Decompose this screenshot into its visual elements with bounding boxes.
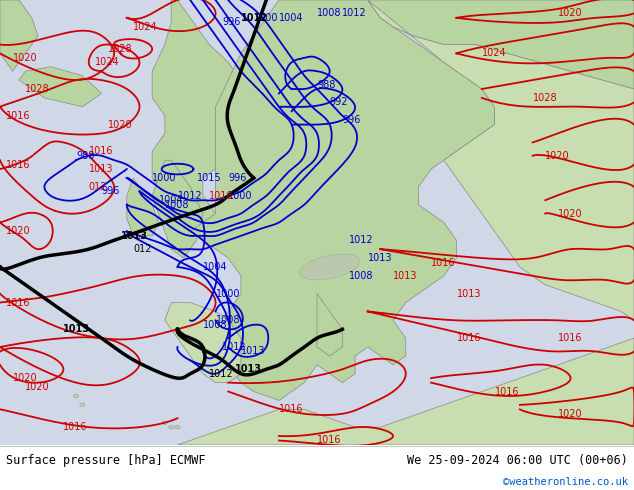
Circle shape: [74, 394, 79, 398]
Polygon shape: [165, 302, 241, 383]
Text: 1000: 1000: [216, 289, 240, 298]
Text: 988: 988: [76, 151, 94, 161]
Text: 1008: 1008: [216, 316, 240, 325]
Text: 1024: 1024: [133, 22, 158, 32]
Text: 1012: 1012: [209, 369, 234, 379]
Text: 1013: 1013: [63, 324, 91, 334]
Text: 1008: 1008: [317, 8, 342, 18]
Text: 1004: 1004: [279, 13, 304, 23]
Text: 1013: 1013: [456, 289, 481, 298]
Text: 1016: 1016: [63, 422, 88, 432]
Polygon shape: [368, 0, 634, 89]
Text: 1013: 1013: [241, 346, 266, 357]
Text: 1016: 1016: [209, 191, 234, 201]
Text: 1013: 1013: [235, 364, 262, 374]
Text: 1013: 1013: [368, 253, 392, 263]
Text: 996: 996: [222, 17, 240, 27]
Text: 1016: 1016: [6, 160, 31, 170]
Text: 012: 012: [133, 244, 152, 254]
Text: 1016: 1016: [558, 333, 583, 343]
Text: 1013: 1013: [89, 164, 113, 174]
Text: 1013: 1013: [120, 231, 148, 241]
Text: 1013: 1013: [393, 271, 418, 281]
Text: 1020: 1020: [13, 53, 37, 63]
Polygon shape: [317, 294, 342, 356]
Text: ©weatheronline.co.uk: ©weatheronline.co.uk: [503, 477, 628, 487]
Text: 1020: 1020: [108, 120, 133, 129]
Text: 1008: 1008: [165, 199, 190, 210]
Text: 1016: 1016: [279, 404, 304, 415]
Text: 1008: 1008: [349, 271, 373, 281]
Text: 012: 012: [89, 182, 107, 192]
Text: 1028: 1028: [108, 44, 133, 54]
Text: 1000: 1000: [152, 173, 177, 183]
Text: 1004: 1004: [158, 195, 183, 205]
Polygon shape: [152, 160, 203, 258]
Text: 1028: 1028: [533, 93, 557, 103]
Text: 1015: 1015: [197, 173, 221, 183]
Text: 1016: 1016: [456, 333, 481, 343]
Text: 1000: 1000: [254, 13, 278, 23]
Text: 988: 988: [317, 79, 335, 90]
Polygon shape: [127, 178, 158, 236]
Text: 1016: 1016: [431, 258, 456, 268]
Text: 1016: 1016: [6, 111, 31, 121]
Text: 1012: 1012: [241, 13, 268, 23]
Polygon shape: [152, 0, 266, 240]
Text: We 25-09-2024 06:00 UTC (00+06): We 25-09-2024 06:00 UTC (00+06): [407, 454, 628, 467]
Circle shape: [162, 421, 167, 424]
Text: 1004: 1004: [203, 262, 228, 272]
Text: 1012: 1012: [342, 8, 367, 18]
Text: 1024: 1024: [95, 57, 120, 67]
Text: 1016: 1016: [6, 297, 31, 308]
Text: 992: 992: [330, 98, 348, 107]
Polygon shape: [19, 67, 101, 107]
Text: 1016: 1016: [89, 147, 113, 156]
Text: 1020: 1020: [545, 151, 570, 161]
Text: 1020: 1020: [558, 209, 583, 219]
Polygon shape: [368, 0, 634, 320]
Text: 1020: 1020: [13, 373, 37, 383]
Text: 1012: 1012: [349, 235, 373, 245]
Circle shape: [169, 425, 174, 429]
Polygon shape: [0, 0, 38, 71]
Polygon shape: [178, 338, 634, 445]
Text: 1020: 1020: [558, 409, 583, 419]
Text: 1016: 1016: [495, 387, 519, 396]
Text: Surface pressure [hPa] ECMWF: Surface pressure [hPa] ECMWF: [6, 454, 206, 467]
Circle shape: [80, 403, 85, 407]
Text: 1012: 1012: [222, 342, 247, 352]
Ellipse shape: [299, 254, 360, 280]
Text: 996: 996: [101, 186, 120, 196]
Text: 996: 996: [342, 115, 361, 125]
Text: 1012: 1012: [178, 191, 202, 201]
Circle shape: [175, 425, 180, 429]
Text: 1024: 1024: [482, 49, 507, 58]
Text: 1020: 1020: [558, 8, 583, 18]
Text: 996: 996: [228, 173, 247, 183]
Text: 1028: 1028: [25, 84, 50, 94]
Text: 1020: 1020: [6, 226, 31, 236]
Text: 1000: 1000: [228, 191, 253, 201]
Text: 1008: 1008: [203, 320, 228, 330]
Text: 1016: 1016: [317, 436, 342, 445]
Text: 1020: 1020: [25, 382, 50, 392]
Polygon shape: [190, 0, 495, 400]
